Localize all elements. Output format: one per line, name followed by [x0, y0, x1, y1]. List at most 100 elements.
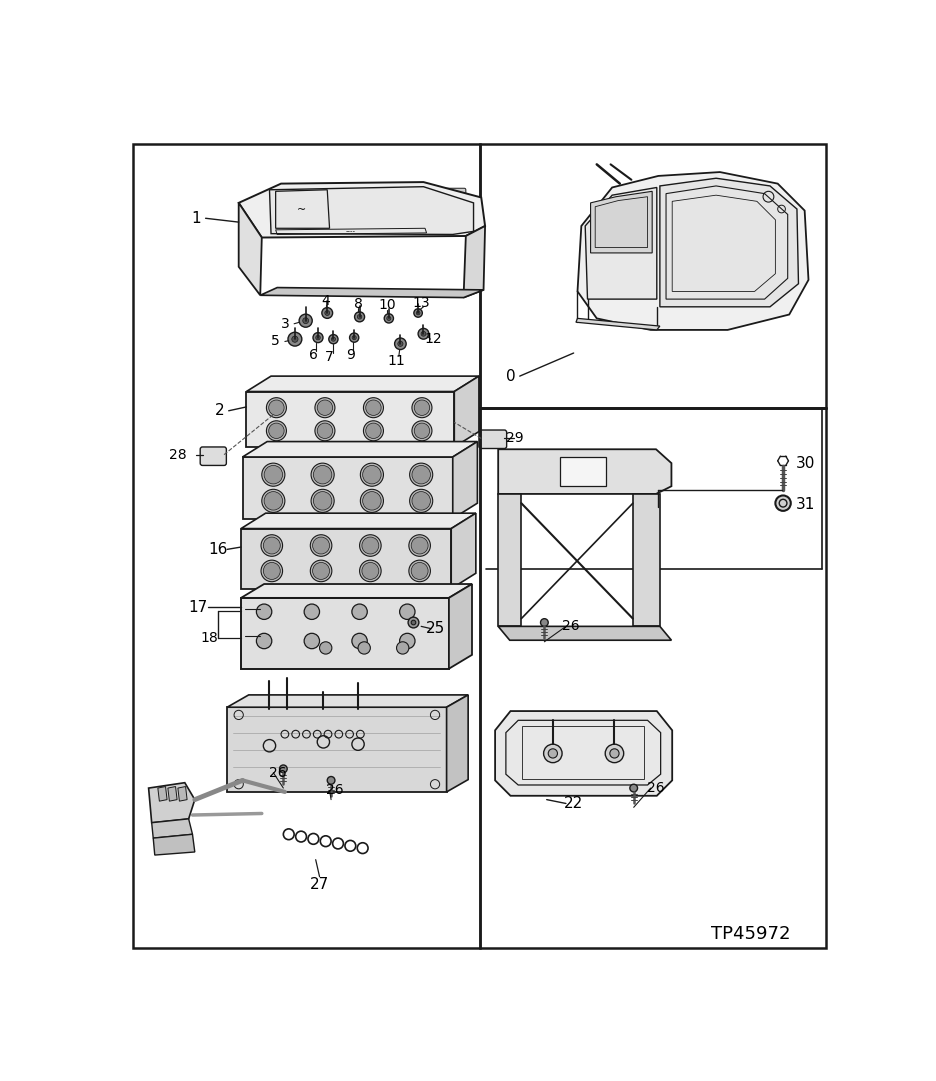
Polygon shape	[241, 529, 451, 589]
Circle shape	[358, 315, 362, 319]
Circle shape	[412, 492, 431, 510]
Polygon shape	[239, 203, 262, 295]
Text: 5: 5	[271, 334, 280, 348]
Text: 6: 6	[309, 348, 318, 362]
Circle shape	[269, 423, 285, 439]
Circle shape	[412, 421, 431, 441]
Circle shape	[410, 490, 432, 512]
Circle shape	[288, 332, 301, 346]
Polygon shape	[453, 441, 477, 519]
Polygon shape	[633, 494, 660, 626]
Text: 4: 4	[321, 294, 330, 308]
Circle shape	[302, 318, 309, 323]
Circle shape	[352, 633, 367, 649]
Polygon shape	[585, 187, 657, 299]
Circle shape	[544, 744, 563, 763]
Polygon shape	[498, 494, 521, 626]
Circle shape	[400, 604, 415, 619]
Circle shape	[355, 311, 365, 322]
Circle shape	[311, 490, 334, 512]
Polygon shape	[241, 584, 472, 598]
Polygon shape	[241, 513, 475, 529]
Circle shape	[263, 537, 280, 553]
Circle shape	[548, 749, 558, 758]
Polygon shape	[495, 711, 672, 796]
Circle shape	[363, 421, 384, 441]
Polygon shape	[154, 835, 195, 855]
Circle shape	[325, 310, 329, 316]
FancyBboxPatch shape	[200, 446, 227, 466]
Text: 25: 25	[426, 622, 445, 637]
Circle shape	[421, 332, 426, 336]
Circle shape	[362, 562, 379, 579]
Polygon shape	[242, 441, 477, 457]
Circle shape	[292, 336, 298, 343]
Circle shape	[395, 338, 406, 349]
Circle shape	[267, 398, 286, 417]
Polygon shape	[227, 695, 468, 707]
Circle shape	[362, 492, 381, 510]
Circle shape	[267, 421, 286, 441]
Circle shape	[256, 633, 271, 649]
Circle shape	[264, 492, 283, 510]
Polygon shape	[260, 288, 484, 297]
Circle shape	[256, 604, 271, 619]
Circle shape	[314, 421, 335, 441]
Polygon shape	[168, 787, 177, 801]
Circle shape	[362, 466, 381, 484]
Polygon shape	[449, 584, 472, 669]
Polygon shape	[178, 787, 187, 801]
Circle shape	[360, 463, 384, 486]
Circle shape	[359, 535, 381, 557]
Polygon shape	[241, 598, 449, 669]
Circle shape	[311, 535, 332, 557]
FancyBboxPatch shape	[364, 204, 390, 221]
Circle shape	[349, 333, 358, 343]
Circle shape	[363, 398, 384, 417]
Polygon shape	[158, 787, 168, 801]
Text: 0: 0	[505, 369, 516, 384]
Circle shape	[358, 642, 371, 654]
Polygon shape	[591, 191, 652, 253]
Circle shape	[304, 633, 319, 649]
Circle shape	[311, 463, 334, 486]
Text: 18: 18	[200, 631, 218, 645]
Polygon shape	[152, 819, 193, 838]
Polygon shape	[578, 172, 809, 330]
FancyBboxPatch shape	[428, 202, 466, 216]
Circle shape	[262, 490, 285, 512]
Circle shape	[409, 535, 431, 557]
Circle shape	[314, 492, 332, 510]
Polygon shape	[498, 626, 671, 640]
Polygon shape	[660, 178, 798, 307]
Circle shape	[362, 537, 379, 553]
Text: TP45972: TP45972	[711, 925, 791, 944]
Circle shape	[331, 337, 335, 342]
Circle shape	[409, 560, 431, 582]
Circle shape	[322, 308, 332, 319]
Circle shape	[280, 765, 287, 773]
Circle shape	[329, 334, 338, 344]
Circle shape	[315, 335, 320, 339]
Text: 12: 12	[425, 332, 443, 346]
Circle shape	[411, 620, 416, 625]
FancyBboxPatch shape	[263, 639, 312, 660]
Circle shape	[317, 423, 332, 439]
Circle shape	[352, 335, 357, 339]
Text: 10: 10	[378, 298, 396, 312]
Circle shape	[269, 400, 285, 415]
FancyBboxPatch shape	[395, 203, 421, 219]
Circle shape	[411, 537, 428, 553]
Circle shape	[408, 617, 419, 628]
Circle shape	[359, 560, 381, 582]
Text: 30: 30	[796, 455, 814, 470]
Circle shape	[410, 463, 432, 486]
Text: 8: 8	[354, 297, 362, 310]
Polygon shape	[270, 187, 474, 235]
Circle shape	[400, 633, 415, 649]
Circle shape	[300, 315, 313, 328]
Circle shape	[366, 423, 381, 439]
Circle shape	[418, 329, 429, 339]
FancyBboxPatch shape	[428, 188, 466, 202]
Circle shape	[328, 776, 335, 784]
